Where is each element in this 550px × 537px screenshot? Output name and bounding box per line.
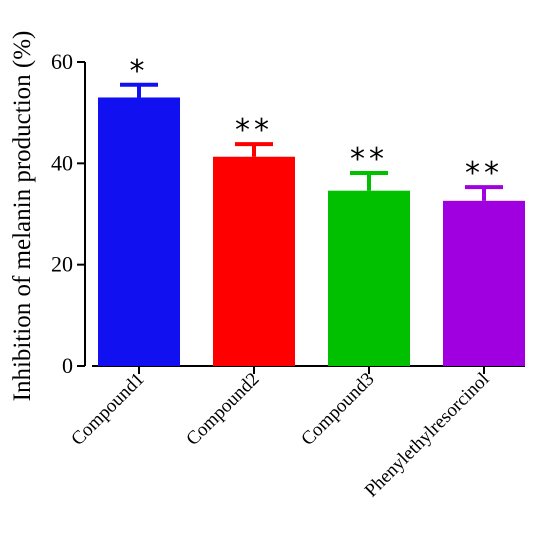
- category-label: Compound2: [182, 369, 263, 450]
- bar: [443, 200, 525, 366]
- significance-label: **: [465, 156, 503, 191]
- category-label: Compound3: [297, 369, 378, 450]
- plot-area: 0 20 40 60 * Compound1 ** Compound2 ** Compound3 *…: [51, 49, 525, 501]
- y-tick-label: 0: [62, 353, 73, 378]
- y-tick-label: 40: [51, 150, 73, 175]
- y-axis-label: Inhibition of melanin production (%): [9, 31, 36, 402]
- bar: [98, 97, 180, 366]
- bar: [328, 190, 410, 366]
- y-tick-label: 60: [51, 49, 73, 74]
- category-label: Compound1: [67, 369, 148, 450]
- significance-label: **: [235, 113, 273, 148]
- y-tick-label: 20: [51, 252, 73, 277]
- bar: [213, 156, 295, 366]
- category-label: Phenylethylresorcinol: [361, 369, 494, 502]
- significance-label: **: [350, 142, 388, 177]
- significance-label: *: [130, 54, 149, 89]
